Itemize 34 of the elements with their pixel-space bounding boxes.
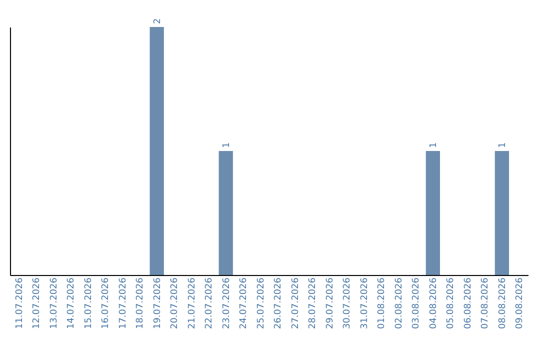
data-label: 2 — [152, 18, 163, 24]
x-tick-label: 31.07.2026 — [360, 277, 370, 330]
x-tick-label: 19.07.2026 — [152, 277, 163, 330]
x-tick-label: 21.07.2026 — [187, 277, 198, 330]
x-tick-label: 26.07.2026 — [274, 277, 284, 330]
x-tick-label: 03.08.2026 — [412, 277, 422, 330]
x-tick-label: 28.07.2026 — [308, 277, 318, 330]
x-tick-label: 09.08.2026 — [515, 277, 526, 330]
x-tick-label: 27.07.2026 — [290, 277, 301, 330]
x-tick-label: 30.07.2026 — [342, 277, 353, 330]
data-label: 1 — [222, 142, 232, 148]
x-tick-label: 12.07.2026 — [32, 277, 42, 330]
x-tick-label: 18.07.2026 — [136, 277, 146, 330]
data-label: 1 — [428, 142, 439, 148]
x-tick-label: 17.07.2026 — [118, 277, 128, 330]
x-tick-label: 11.07.2026 — [14, 277, 25, 330]
x-tick-label: 06.08.2026 — [463, 277, 474, 330]
x-tick-label: 14.07.2026 — [66, 277, 77, 330]
x-tick-label: 16.07.2026 — [101, 277, 112, 330]
x-tick-label: 04.08.2026 — [428, 277, 439, 330]
x-tick-label: 13.07.2026 — [49, 277, 60, 330]
x-tick-label: 20.07.2026 — [170, 277, 180, 330]
x-tick-label: 01.08.2026 — [377, 277, 388, 330]
x-tick-label: 05.08.2026 — [446, 277, 456, 330]
x-tick-label: 25.07.2026 — [256, 277, 266, 330]
x-tick-label: 23.07.2026 — [222, 277, 232, 330]
x-tick-label: 22.07.2026 — [204, 277, 215, 330]
x-tick-label: 07.08.2026 — [480, 277, 491, 330]
x-tick-label: 29.07.2026 — [325, 277, 336, 330]
x-tick-label: 08.08.2026 — [498, 277, 508, 330]
x-tick-label: 15.07.2026 — [84, 277, 94, 330]
data-label: 1 — [498, 142, 508, 148]
x-tick-label: 02.08.2026 — [394, 277, 404, 330]
x-tick-label: 24.07.2026 — [239, 277, 250, 330]
